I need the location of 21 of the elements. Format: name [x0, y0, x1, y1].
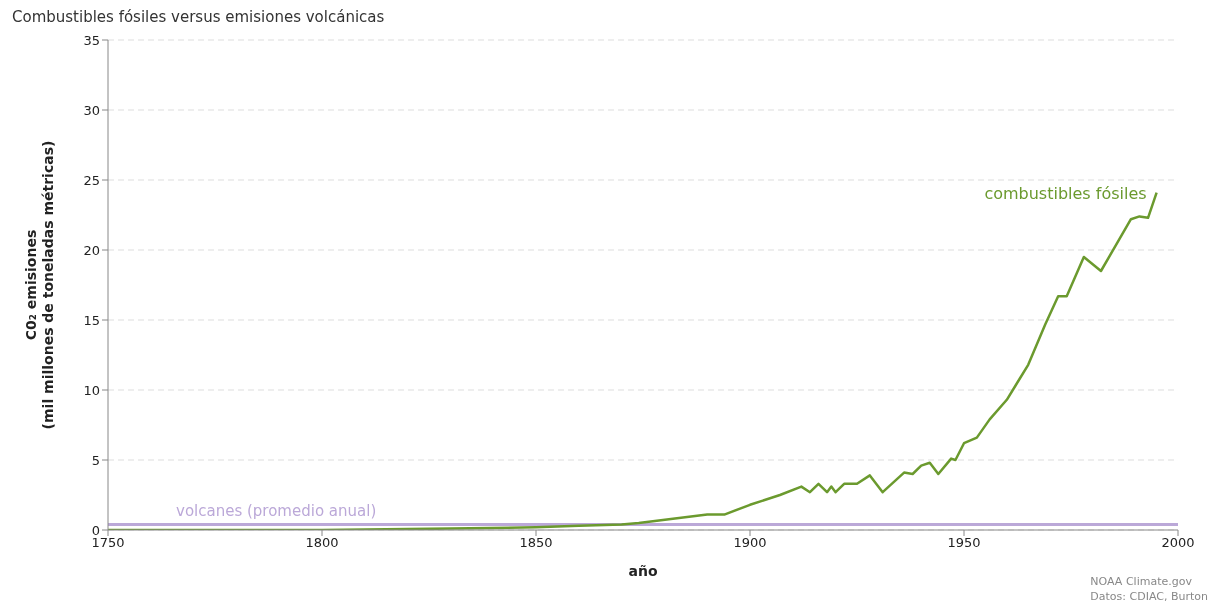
- series-label: combustibles fósiles: [984, 183, 1147, 203]
- y-tick-label: 10: [83, 382, 100, 398]
- y-tick-label: 35: [83, 32, 100, 48]
- y-tick-label: 30: [83, 102, 100, 118]
- y-tick-label: 25: [83, 172, 100, 188]
- y-tick-label: 0: [91, 522, 100, 538]
- x-tick-label: 2000: [1161, 535, 1195, 551]
- x-tick-label: 1850: [519, 535, 553, 551]
- y-tick-label: 15: [83, 312, 100, 328]
- x-tick-label: 1800: [305, 535, 339, 551]
- ref-line-label: volcanes (promedio anual): [176, 502, 377, 521]
- chart-title: Combustibles fósiles versus emisiones volcánicas: [12, 8, 386, 28]
- text: Datos: CDIAC, Burton: [1090, 589, 1208, 604]
- x-tick-label: 1750: [91, 535, 125, 551]
- text: NOAA Climate.gov: [1090, 574, 1193, 589]
- y-tick-label: 5: [91, 452, 100, 468]
- x-axis-title: año: [628, 563, 658, 579]
- x-tick-label: 1900: [733, 535, 767, 551]
- x-tick-label: 1950: [947, 535, 981, 551]
- y-tick-label: 20: [83, 242, 100, 258]
- y-axis-title: C0₂ emisiones (mil millones de toneladas métricas): [23, 140, 56, 430]
